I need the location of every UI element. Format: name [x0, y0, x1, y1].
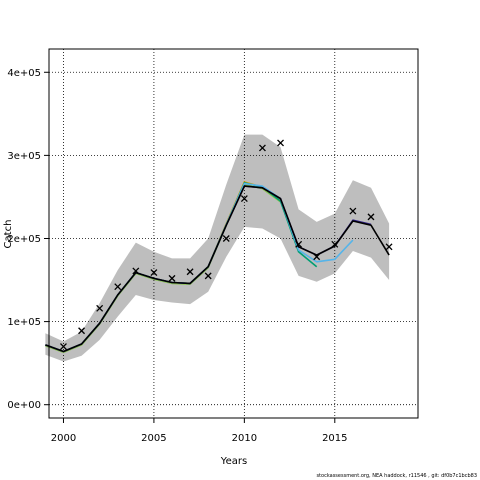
observed-point-stroke-b: [240, 195, 248, 203]
y-tick-label-2: 2e+05: [7, 234, 41, 245]
x-axis: 2000 2005 2010 2015: [51, 418, 348, 444]
observed-point-6: [168, 274, 176, 282]
x-axis-label: Years: [220, 456, 247, 467]
observed-point-stroke-b: [349, 207, 357, 215]
observed-point-stroke-b: [60, 343, 67, 350]
observed-point-13: [295, 240, 303, 248]
observed-point-5: [150, 269, 158, 277]
observed-point-stroke-b: [258, 144, 266, 152]
observed-point-10: [240, 195, 248, 203]
observed-point-17: [367, 213, 375, 221]
observed-point-stroke-b: [222, 235, 230, 242]
y-tick-label-0: 0e+00: [7, 400, 41, 411]
observed-point-stroke-b: [331, 240, 339, 248]
plot-frame: [48, 48, 419, 419]
observed-point-stroke-b: [186, 268, 194, 276]
x-tick-label-3: 2015: [322, 433, 347, 444]
observed-point-stroke-b: [114, 283, 122, 291]
x-tick-label-0: 2000: [51, 433, 76, 444]
observed-points-layer: [60, 139, 393, 350]
observed-point-8: [204, 272, 212, 280]
y-tick-label-4: 4e+05: [7, 68, 41, 79]
observed-point-stroke-b: [295, 240, 303, 248]
observed-point-3: [114, 283, 122, 291]
observed-point-9: [222, 235, 230, 242]
y-tick-label-1: 1e+05: [7, 317, 41, 328]
series-layer: [45, 181, 390, 354]
observed-point-12: [277, 139, 284, 147]
y-axis-label: Catch: [3, 220, 14, 249]
series-line-0: [45, 185, 390, 353]
observed-point-1: [78, 327, 86, 335]
observed-point-14: [313, 253, 321, 261]
observed-point-stroke-b: [150, 269, 158, 277]
x-tick-label-1: 2005: [141, 433, 166, 444]
observed-point-15: [331, 240, 339, 248]
observed-point-stroke-b: [96, 304, 104, 312]
observed-point-stroke-b: [168, 274, 176, 282]
observed-point-stroke-b: [78, 327, 86, 335]
observed-point-4: [132, 267, 140, 275]
footer-credit: stockassessment.org, NEA haddock, r11546…: [316, 473, 477, 479]
x-tick-label-2: 2010: [232, 433, 257, 444]
observed-point-2: [96, 304, 104, 312]
observed-point-7: [186, 268, 194, 276]
y-axis: 0e+00 1e+05 2e+05 3e+05 4e+05: [7, 68, 49, 411]
observed-point-stroke-b: [385, 243, 393, 251]
observed-point-stroke-b: [277, 139, 284, 147]
observed-point-16: [349, 207, 357, 215]
observed-point-0: [60, 343, 67, 350]
observed-point-18: [385, 243, 393, 251]
observed-point-stroke-b: [367, 213, 375, 221]
observed-point-stroke-b: [313, 253, 321, 261]
observed-point-stroke-b: [132, 267, 140, 275]
y-tick-label-3: 3e+05: [7, 151, 41, 162]
observed-point-11: [258, 144, 266, 152]
observed-point-stroke-b: [204, 272, 212, 280]
